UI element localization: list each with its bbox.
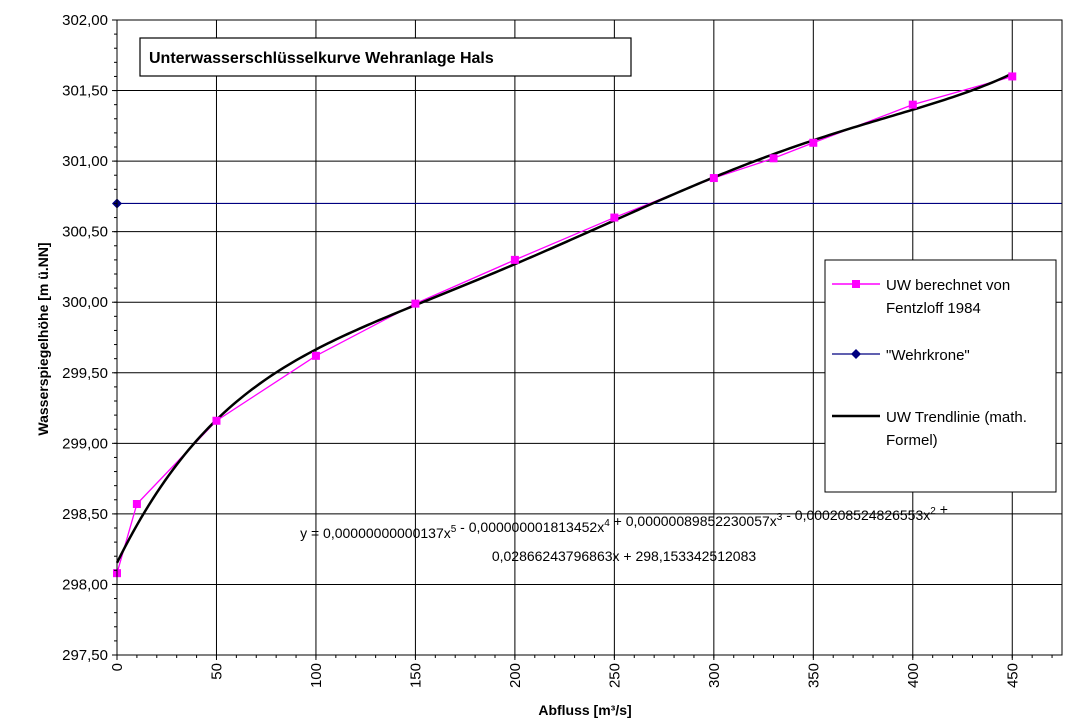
plot-frame	[116, 19, 1063, 656]
legend-label-fentzloff-1: UW berechnet von	[886, 277, 1010, 294]
y-axis-title: Wasserspiegelhöhe [m ü.NN]	[35, 242, 51, 435]
legend-label-wehrkrone: "Wehrkrone"	[886, 347, 970, 364]
legend-label-trendline-2: Formel)	[886, 432, 938, 449]
equation-term: - 0,000208524826553x	[782, 507, 930, 523]
x-tick-label: 100	[308, 663, 325, 688]
fentzloff-marker	[610, 213, 619, 222]
legend: UW berechnet von Fentzloff 1984 "Wehrkro…	[824, 259, 1057, 493]
y-tick-label: 300,00	[62, 294, 108, 311]
x-tick-label: 450	[1004, 663, 1021, 688]
y-tick-label: 302,00	[62, 12, 108, 29]
x-tick-label: 200	[507, 663, 524, 688]
trendline-equation-line2: 0,02866243796863x + 298,153342512083	[492, 548, 757, 564]
y-tick-label: 300,50	[62, 224, 108, 241]
x-tick-label: 300	[706, 663, 723, 688]
x-tick-label: 250	[606, 663, 623, 688]
x-axis-title: Abfluss [m³/s]	[538, 702, 631, 718]
fentzloff-marker	[1008, 72, 1017, 81]
fentzloff-marker	[411, 299, 420, 308]
ticks	[112, 19, 1053, 660]
x-tick-label: 150	[407, 663, 424, 688]
equation-term: - 0,000000001813452x	[456, 519, 604, 535]
equation-term: + 0,00000089852230057x	[610, 513, 777, 529]
fentzloff-marker	[908, 100, 917, 109]
equation-exponent: 5	[451, 524, 457, 535]
x-tick-label: 400	[905, 663, 922, 688]
fentzloff-marker	[132, 500, 141, 509]
chart-title: Unterwasserschlüsselkurve Wehranlage Hal…	[149, 50, 494, 67]
series-layer	[112, 72, 1062, 578]
title-frame	[139, 37, 632, 77]
y-tick-label: 301,00	[62, 153, 108, 170]
y-tick-label: 298,50	[62, 506, 108, 523]
y-tick-label: 299,50	[62, 365, 108, 382]
equation-term: +	[936, 501, 948, 517]
fentzloff-marker	[769, 154, 778, 163]
x-tick-label: 350	[805, 663, 822, 688]
fentzloff-marker	[709, 174, 718, 183]
y-tick-label: 301,50	[62, 83, 108, 100]
trendline-equation-line1: y = 0,00000000000137x5 - 0,0000000018134…	[300, 501, 948, 541]
legend-swatch-fentzloff-marker	[852, 280, 860, 288]
equation-exponent: 2	[930, 506, 936, 517]
fentzloff-marker	[809, 138, 818, 147]
legend-swatch-wehrkrone-marker	[851, 349, 861, 359]
equation-exponent: 4	[604, 518, 610, 529]
chart-title-box: Unterwasserschlüsselkurve Wehranlage Hal…	[139, 37, 632, 77]
fentzloff-marker	[311, 351, 320, 360]
x-tick-label: 50	[208, 663, 225, 680]
tick-labels: 297,50298,00298,50299,00299,50300,00300,…	[62, 12, 1021, 688]
x-tick-label: 0	[109, 663, 126, 671]
fentzloff-marker	[212, 416, 221, 425]
trendline	[115, 72, 1013, 564]
legend-label-trendline-1: UW Trendlinie (math.	[886, 409, 1027, 426]
legend-frame	[824, 259, 1057, 493]
legend-label-fentzloff-2: Fentzloff 1984	[886, 300, 981, 317]
y-tick-label: 297,50	[62, 647, 108, 664]
y-tick-label: 299,00	[62, 435, 108, 452]
equation-exponent: 3	[777, 512, 783, 523]
fentzloff-marker	[510, 255, 519, 264]
equation-term: y = 0,00000000000137x	[300, 525, 451, 541]
y-tick-label: 298,00	[62, 576, 108, 593]
